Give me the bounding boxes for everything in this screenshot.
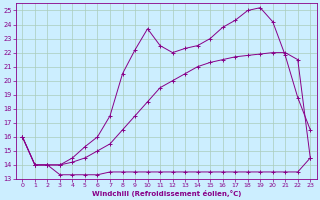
X-axis label: Windchill (Refroidissement éolien,°C): Windchill (Refroidissement éolien,°C) <box>92 190 241 197</box>
